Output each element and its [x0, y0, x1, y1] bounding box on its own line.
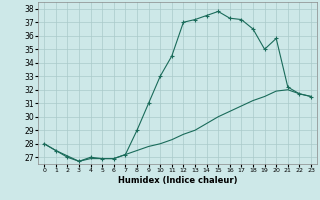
X-axis label: Humidex (Indice chaleur): Humidex (Indice chaleur): [118, 176, 237, 185]
